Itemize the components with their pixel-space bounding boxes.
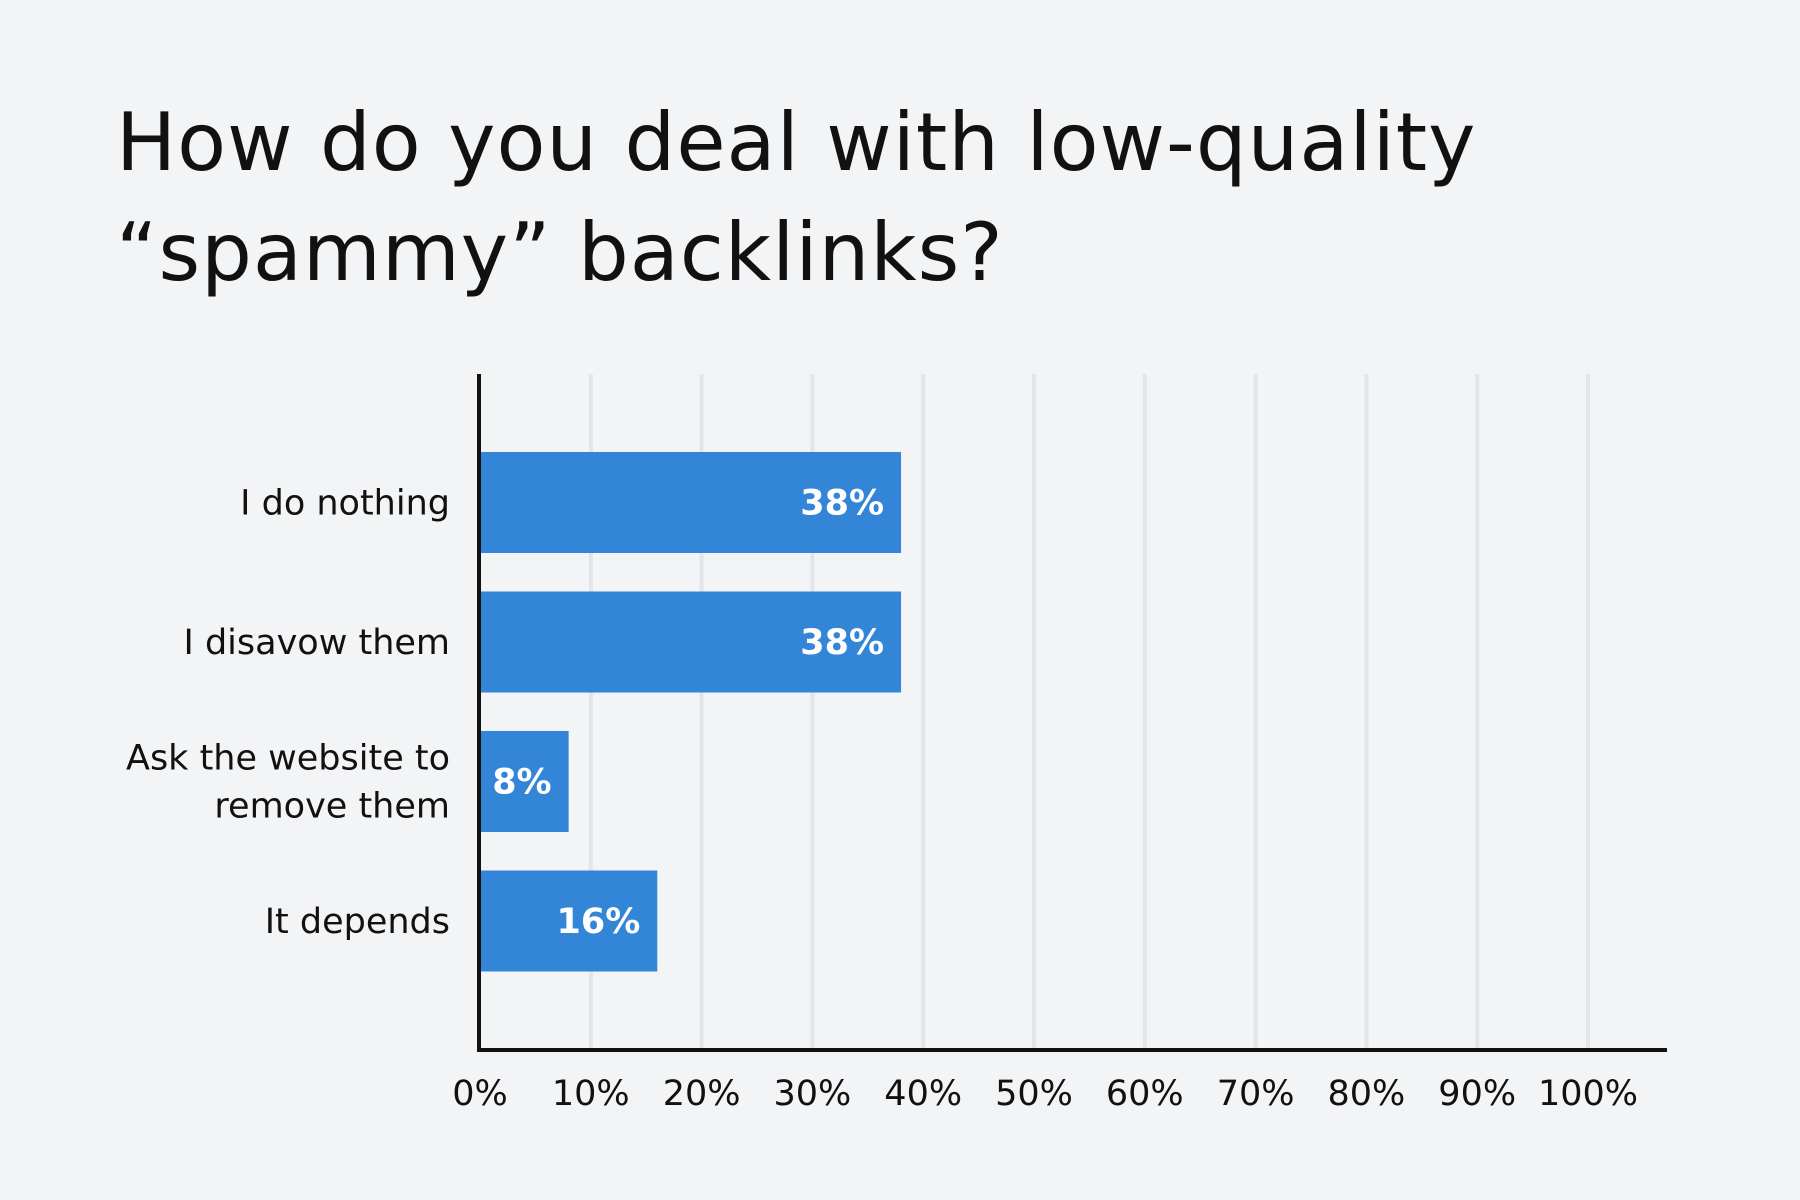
x-tick-label: 100% — [1538, 1074, 1638, 1114]
category-label: I disavow them — [184, 623, 450, 663]
x-tick-label: 0% — [452, 1074, 508, 1114]
x-tick-label: 10% — [552, 1074, 630, 1114]
bars — [480, 452, 902, 972]
gridlines — [588, 374, 1590, 1049]
category-label: Ask the website to — [126, 739, 450, 779]
x-tick-label: 70% — [1217, 1074, 1295, 1114]
bar — [480, 452, 902, 553]
bar — [480, 591, 902, 693]
x-tick-label: 80% — [1328, 1074, 1406, 1114]
category-label: It depends — [265, 902, 450, 942]
category-label: I do nothing — [240, 484, 450, 524]
axes — [477, 374, 1667, 1052]
chart-title: How do you deal with low-quality “spammy… — [116, 96, 1477, 299]
x-tick-label: 50% — [995, 1074, 1073, 1114]
labels: 0% 10% 20% 30% 40% 50% 60% 70% 80% 90% 100% 38% I do… — [126, 484, 1638, 1115]
bar-value-label: 38% — [800, 484, 884, 524]
x-tick-label: 30% — [774, 1074, 852, 1114]
x-tick-label: 60% — [1106, 1074, 1184, 1114]
bar — [480, 870, 658, 972]
bar-value-label: 8% — [492, 763, 551, 803]
bar-value-label: 38% — [800, 623, 884, 663]
bar-value-label: 16% — [556, 902, 640, 942]
x-tick-label: 90% — [1438, 1074, 1516, 1114]
category-label: remove them — [214, 787, 450, 827]
x-tick-label: 40% — [884, 1074, 962, 1114]
bar — [480, 731, 569, 832]
x-tick-label: 20% — [663, 1074, 741, 1114]
